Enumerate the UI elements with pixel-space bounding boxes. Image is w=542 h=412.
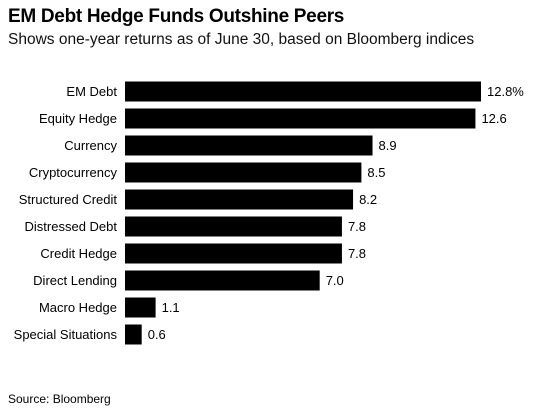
category-label: Direct Lending — [33, 273, 117, 288]
category-label: Special Situations — [14, 327, 118, 342]
value-label: 12.6 — [481, 111, 506, 126]
value-label: 7.0 — [326, 273, 344, 288]
bar — [125, 216, 342, 237]
bar — [125, 243, 342, 264]
value-label: 8.5 — [367, 165, 385, 180]
value-label: 8.2 — [359, 192, 377, 207]
value-label: 0.6 — [148, 327, 166, 342]
bar — [125, 270, 320, 291]
value-label: 7.8 — [348, 246, 366, 261]
bar — [125, 135, 373, 156]
category-label: Cryptocurrency — [29, 165, 118, 180]
chart-subtitle: Shows one-year returns as of June 30, ba… — [8, 31, 475, 48]
value-label: 1.1 — [162, 300, 180, 315]
bar — [125, 324, 142, 345]
bar — [125, 108, 476, 129]
bar-chart: EM Debt 12.8% Equity Hedge 12.6 Currency 8.9 C… — [14, 81, 524, 345]
source-note: Source: Bloomberg — [8, 392, 111, 406]
value-label: 7.8 — [348, 219, 366, 234]
chart-title: EM Debt Hedge Funds Outshine Peers — [8, 6, 345, 27]
category-label: Structured Credit — [19, 192, 118, 207]
category-label: Currency — [64, 138, 117, 153]
bar — [125, 81, 481, 102]
bar — [125, 162, 362, 183]
value-label: 8.9 — [379, 138, 397, 153]
category-label: Distressed Debt — [25, 219, 118, 234]
value-label: 12.8% — [487, 84, 524, 99]
category-label: Macro Hedge — [39, 300, 117, 315]
category-label: Equity Hedge — [39, 111, 117, 126]
bar — [125, 297, 156, 318]
category-label: EM Debt — [66, 84, 117, 99]
bar — [125, 189, 354, 210]
category-label: Credit Hedge — [40, 246, 117, 261]
